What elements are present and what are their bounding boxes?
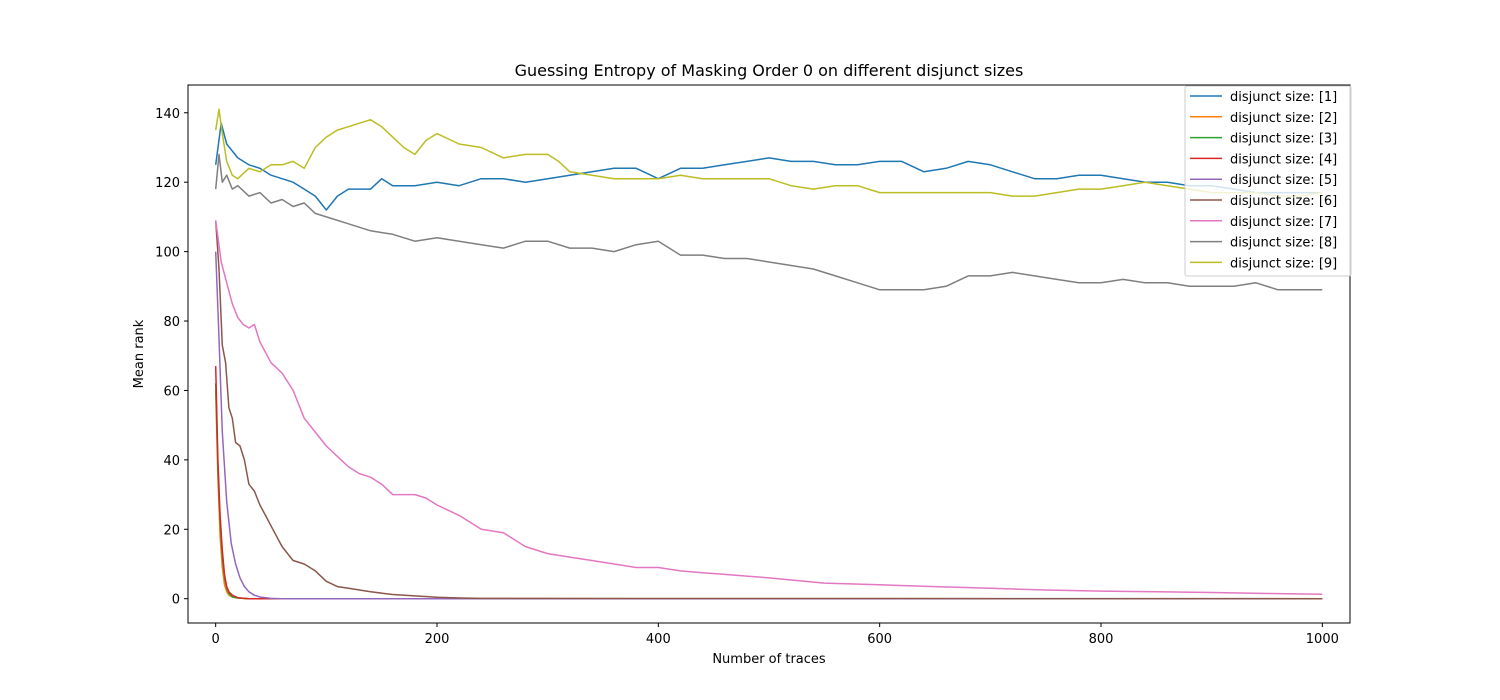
series-line-1 xyxy=(214,122,1323,211)
x-tick-label: 200 xyxy=(425,632,450,647)
y-tick-label: 100 xyxy=(155,246,180,261)
legend-entry: disjunct size: [3] xyxy=(1230,132,1337,147)
plot-area xyxy=(187,84,1351,624)
legend-entry: disjunct size: [8] xyxy=(1230,236,1337,251)
series-line-6 xyxy=(214,220,1323,600)
x-tick-label: 1000 xyxy=(1306,632,1339,647)
x-tick-label: 600 xyxy=(867,632,892,647)
y-tick-label: 40 xyxy=(163,454,180,469)
legend-entry: disjunct size: [6] xyxy=(1230,194,1337,209)
y-tick-label: 20 xyxy=(163,523,180,538)
legend-entry: disjunct size: [4] xyxy=(1230,152,1337,167)
legend: disjunct size: [1] disjunct size: [2] disj… xyxy=(1184,85,1352,277)
legend-entry: disjunct size: [5] xyxy=(1230,173,1337,188)
series-line-5 xyxy=(214,251,1323,600)
y-tick-label: 120 xyxy=(155,176,180,191)
legend-entry: disjunct size: [1] xyxy=(1230,90,1337,105)
y-tick-label: 80 xyxy=(163,315,180,330)
legend-entry: disjunct size: [9] xyxy=(1230,256,1337,271)
x-tick-label: 800 xyxy=(1089,632,1114,647)
legend-frame xyxy=(1184,85,1352,277)
series-line-3 xyxy=(214,383,1323,600)
y-axis-label: Mean rank xyxy=(132,319,147,388)
x-tick-label: 0 xyxy=(212,632,220,647)
x-axis-ticks: 0 200 400 600 800 1000 xyxy=(212,623,1339,647)
series-line-4 xyxy=(214,366,1323,600)
series-line-8 xyxy=(214,153,1323,291)
series-line-9 xyxy=(214,108,1323,197)
x-axis-label: Number of traces xyxy=(712,652,826,667)
x-tick-label: 400 xyxy=(646,632,671,647)
y-tick-label: 140 xyxy=(155,107,180,122)
y-tick-label: 60 xyxy=(163,384,180,399)
y-tick-label: 0 xyxy=(172,593,180,608)
legend-entry: disjunct size: [2] xyxy=(1230,111,1337,126)
chart-title: Guessing Entropy of Masking Order 0 on d… xyxy=(515,61,1024,80)
y-axis-ticks: 0 20 40 60 80 100 120 140 xyxy=(155,107,188,608)
series-line-7 xyxy=(214,220,1323,595)
series-line-2 xyxy=(214,390,1323,600)
series-lines xyxy=(214,108,1323,600)
legend-entry: disjunct size: [7] xyxy=(1230,215,1337,230)
plot-frame xyxy=(187,84,1351,624)
